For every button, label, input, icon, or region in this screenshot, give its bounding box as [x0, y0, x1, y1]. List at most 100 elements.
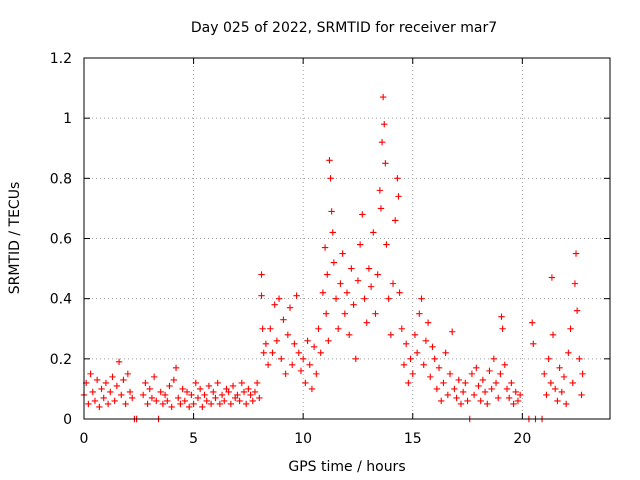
data-point — [93, 376, 101, 384]
data-point — [142, 379, 149, 387]
plot-frame — [83, 57, 611, 420]
x-axis-label: GPS time / hours — [288, 459, 405, 475]
y-tick-label: 1.2 — [50, 51, 72, 67]
data-point — [379, 93, 387, 101]
data-point — [218, 391, 226, 399]
data-point — [327, 175, 334, 182]
data-point — [258, 292, 265, 299]
data-point — [372, 310, 379, 317]
y-axis-label: SRMTID / TECUs — [7, 182, 23, 295]
data-point — [89, 388, 96, 396]
data-point — [310, 343, 318, 350]
data-point — [420, 361, 427, 369]
data-point — [87, 370, 94, 378]
data-point — [190, 400, 197, 408]
data-point — [378, 139, 386, 146]
data-point — [146, 385, 153, 393]
data-point — [242, 400, 250, 408]
data-point — [505, 394, 513, 402]
data-points — [80, 93, 586, 423]
data-point — [479, 376, 487, 384]
data-point — [118, 391, 125, 399]
data-point — [186, 403, 193, 411]
grid — [84, 58, 610, 419]
data-point — [329, 229, 336, 236]
data-point — [216, 400, 224, 408]
data-point — [554, 397, 561, 405]
data-point — [579, 370, 586, 378]
data-point — [370, 229, 377, 236]
data-point — [547, 379, 555, 387]
data-point — [438, 397, 445, 405]
data-point — [253, 379, 261, 387]
data-point — [122, 400, 129, 408]
data-point — [361, 295, 368, 302]
data-point — [85, 400, 92, 408]
y-tick-label: 0 — [63, 412, 72, 428]
data-point — [468, 370, 476, 378]
data-point — [289, 361, 296, 369]
data-point — [481, 388, 489, 396]
data-point — [150, 373, 158, 381]
data-point — [528, 319, 536, 326]
data-point — [405, 379, 412, 387]
data-point — [571, 280, 579, 287]
data-point — [313, 370, 320, 378]
data-point — [530, 340, 537, 347]
data-point — [164, 397, 171, 405]
data-point — [269, 349, 276, 357]
data-point — [345, 331, 353, 338]
data-point — [221, 397, 228, 405]
data-point — [96, 403, 103, 411]
data-point — [157, 388, 164, 396]
data-point — [207, 400, 215, 408]
data-point — [508, 379, 515, 387]
y-tick-label: 0.8 — [50, 171, 72, 187]
data-point — [573, 307, 581, 314]
data-point — [339, 250, 346, 257]
data-point — [212, 394, 219, 402]
data-point — [398, 325, 405, 332]
data-point — [177, 400, 184, 408]
data-point — [363, 319, 370, 326]
data-point — [572, 250, 580, 257]
x-tick-label: 0 — [80, 431, 89, 447]
data-point — [109, 373, 116, 381]
data-point — [413, 349, 421, 357]
data-point — [560, 373, 568, 381]
data-point — [282, 370, 289, 378]
data-point — [203, 397, 210, 405]
data-point — [488, 385, 495, 393]
data-point — [464, 397, 471, 405]
data-point — [510, 400, 517, 408]
data-point — [161, 391, 169, 399]
data-point — [330, 259, 338, 266]
data-point — [440, 379, 447, 387]
data-point — [229, 382, 237, 390]
data-point — [196, 385, 204, 393]
data-point — [319, 289, 327, 296]
data-point — [284, 331, 292, 338]
data-point — [484, 400, 491, 408]
data-point — [376, 187, 384, 194]
data-point — [400, 361, 408, 369]
data-point — [315, 325, 322, 332]
data-point — [124, 370, 132, 378]
data-point — [297, 367, 305, 375]
x-tick-label: 20 — [513, 431, 531, 447]
data-point — [271, 301, 278, 308]
data-point — [424, 319, 432, 326]
data-point — [498, 313, 505, 320]
data-point — [175, 394, 182, 402]
data-point — [295, 349, 302, 357]
y-tick-label: 0.2 — [50, 352, 72, 368]
data-point — [317, 349, 324, 357]
y-tick-label: 0.4 — [50, 292, 72, 308]
data-point — [545, 355, 552, 363]
data-point — [548, 274, 556, 281]
data-point — [359, 211, 366, 218]
data-point — [159, 400, 167, 408]
data-point — [442, 349, 449, 357]
data-point — [227, 400, 235, 408]
data-point — [470, 391, 478, 399]
